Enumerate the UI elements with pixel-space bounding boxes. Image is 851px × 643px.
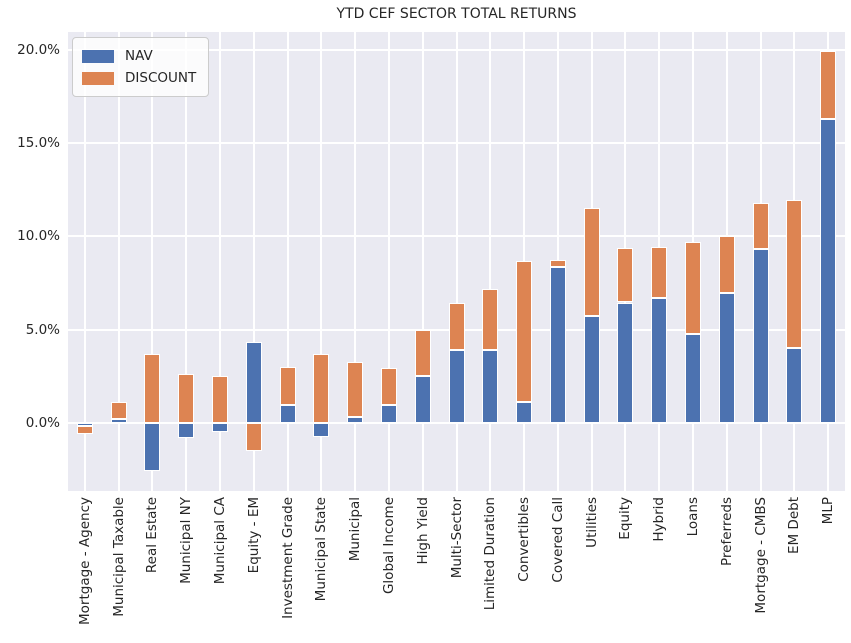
bar-segment-discount xyxy=(752,202,769,250)
bar-segment-discount xyxy=(684,241,701,335)
bar-segment-nav xyxy=(380,404,397,423)
bar-segment-nav xyxy=(617,302,634,423)
bar-segment-nav xyxy=(752,249,769,423)
bar-segment-discount xyxy=(76,426,93,434)
nav-swatch-icon xyxy=(82,49,114,63)
bar-segment-discount xyxy=(448,302,465,350)
gridline-vertical xyxy=(286,32,289,491)
x-tick-label: High Yield xyxy=(414,497,431,565)
chart-title: YTD CEF SECTOR TOTAL RETURNS xyxy=(336,6,577,22)
bar-segment-nav xyxy=(820,119,837,423)
x-tick-label: Global Income xyxy=(380,497,397,595)
gridline-vertical xyxy=(151,32,154,491)
x-tick-label: Municipal CA xyxy=(212,497,229,585)
bar-segment-discount xyxy=(245,422,262,452)
gridline-vertical xyxy=(320,32,323,491)
bar-segment-nav xyxy=(279,404,296,423)
x-tick-label: Real Estate xyxy=(144,497,161,574)
bar-segment-discount xyxy=(313,353,330,423)
bar-segment-nav xyxy=(347,417,364,423)
bar-segment-discount xyxy=(482,288,499,350)
bar-segment-discount xyxy=(516,260,533,403)
legend-item-nav: NAV xyxy=(82,45,196,67)
x-tick-label: Limited Duration xyxy=(482,497,499,611)
bar-segment-nav xyxy=(448,349,465,423)
bar-segment-discount xyxy=(786,200,803,349)
gridline-vertical xyxy=(387,32,390,491)
bar-segment-discount xyxy=(347,362,364,417)
x-tick-label: MLP xyxy=(820,497,837,525)
x-tick-label: Equity xyxy=(617,497,634,540)
y-tick-label: 0.0% xyxy=(25,414,60,431)
x-tick-label: Mortgage - Agency xyxy=(76,497,93,625)
plot-area xyxy=(68,32,845,491)
x-tick-label: Municipal xyxy=(347,497,364,562)
bar-segment-nav xyxy=(684,334,701,423)
x-tick-label: Utilities xyxy=(583,497,600,548)
bar-segment-discount xyxy=(279,366,296,405)
x-tick-label: Hybrid xyxy=(651,497,668,542)
bar-segment-discount xyxy=(110,402,127,419)
discount-swatch-icon xyxy=(82,71,114,85)
gridline-vertical xyxy=(252,32,255,491)
x-tick-label: Municipal NY xyxy=(178,497,195,584)
legend-label-discount: DISCOUNT xyxy=(125,70,197,86)
x-tick-label: EM Debt xyxy=(786,497,803,555)
gridline-vertical xyxy=(117,32,120,491)
bar-segment-nav xyxy=(110,418,127,423)
y-tick-label: 20.0% xyxy=(17,42,60,59)
bar-segment-discount xyxy=(820,51,837,120)
bar-segment-nav xyxy=(178,422,195,439)
bar-segment-nav xyxy=(144,422,161,471)
bar-segment-nav xyxy=(414,376,431,423)
x-tick-label: Covered Call xyxy=(549,497,566,583)
x-tick-label: Convertibles xyxy=(516,497,533,582)
x-tick-label: Municipal State xyxy=(313,497,330,602)
legend: NAV DISCOUNT xyxy=(72,37,210,97)
bar-segment-discount xyxy=(651,246,668,298)
y-tick-label: 5.0% xyxy=(25,321,60,338)
bar-segment-nav xyxy=(245,341,262,423)
x-tick-label: Mortgage - CMBS xyxy=(752,497,769,614)
legend-item-discount: DISCOUNT xyxy=(82,67,196,89)
gridline-vertical xyxy=(83,32,86,491)
gridline-vertical xyxy=(185,32,188,491)
x-tick-label: Equity - EM xyxy=(245,497,262,574)
bar-segment-discount xyxy=(144,353,161,423)
bar-segment-discount xyxy=(178,374,195,423)
bar-segment-nav xyxy=(651,297,668,423)
x-tick-label: Investment Grade xyxy=(279,497,296,619)
bar-segment-nav xyxy=(516,402,533,423)
bar-segment-discount xyxy=(212,376,229,423)
bar-segment-discount xyxy=(380,367,397,405)
bar-segment-nav xyxy=(583,316,600,423)
x-tick-label: Municipal Taxable xyxy=(110,497,127,617)
bar-segment-discount xyxy=(583,207,600,317)
bar-segment-nav xyxy=(786,348,803,423)
y-tick-label: 15.0% xyxy=(17,135,60,152)
gridline-vertical xyxy=(421,32,424,491)
bar-segment-nav xyxy=(76,422,93,427)
bar-segment-nav xyxy=(313,422,330,437)
gridline-vertical xyxy=(354,32,357,491)
bar-segment-nav xyxy=(549,267,566,423)
gridline-vertical xyxy=(219,32,222,491)
bar-segment-discount xyxy=(549,259,566,268)
bar-segment-discount xyxy=(617,247,634,303)
bar-segment-nav xyxy=(718,293,735,423)
bar-segment-discount xyxy=(414,329,431,377)
bar-segment-nav xyxy=(212,422,229,432)
bar-segment-discount xyxy=(718,236,735,294)
gridline-vertical xyxy=(489,32,492,491)
legend-label-nav: NAV xyxy=(125,48,153,64)
x-tick-label: Preferreds xyxy=(718,497,735,566)
x-tick-label: Loans xyxy=(684,497,701,537)
x-tick-label: Multi-Sector xyxy=(448,497,465,579)
bar-segment-nav xyxy=(482,349,499,423)
y-tick-label: 10.0% xyxy=(17,228,60,245)
gridline-vertical xyxy=(455,32,458,491)
